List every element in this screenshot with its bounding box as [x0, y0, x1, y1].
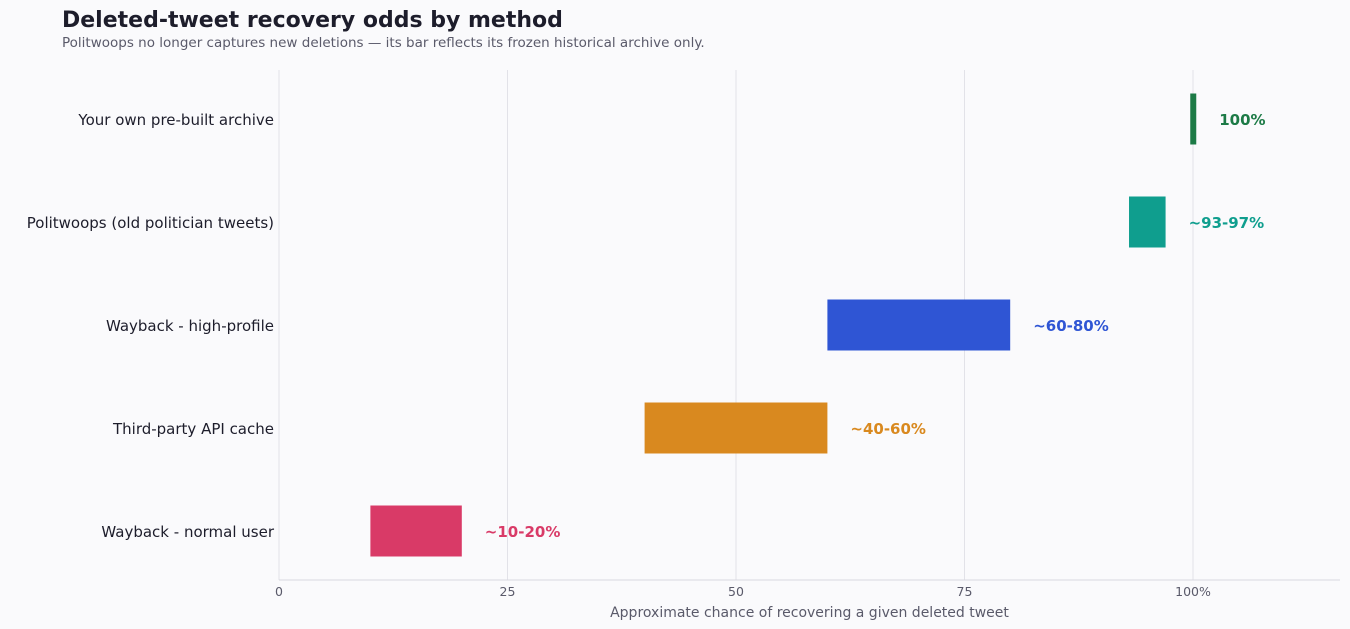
category-label-4: Third-party API cache [112, 420, 274, 438]
bar-3 [827, 299, 1011, 351]
category-label-5: Wayback - normal user [101, 523, 274, 541]
value-label-5: ~10-20% [485, 523, 561, 541]
bar-4 [644, 402, 828, 454]
category-label-1: Your own pre-built archive [77, 111, 274, 129]
category-label-3: Wayback - high-profile [106, 317, 274, 335]
x-tick-label-0: 0 [275, 584, 283, 599]
bar-5 [370, 505, 462, 557]
category-label-2: Politwoops (old politician tweets) [27, 214, 274, 232]
value-label-4: ~40-60% [850, 420, 926, 438]
x-tick-label-25: 25 [500, 584, 516, 599]
x-tick-label-75: 75 [957, 584, 973, 599]
value-label-2: ~93-97% [1189, 214, 1265, 232]
chart-title: Deleted-tweet recovery odds by method [62, 8, 563, 33]
bar-1 [1190, 93, 1197, 145]
x-tick-label-50: 50 [728, 584, 744, 599]
chart-subtitle: Politwoops no longer captures new deleti… [62, 35, 705, 51]
value-label-1: 100% [1219, 111, 1265, 129]
x-tick-label-100: 100% [1175, 584, 1211, 599]
x-axis-title: Approximate chance of recovering a given… [610, 605, 1009, 621]
value-label-3: ~60-80% [1033, 317, 1109, 335]
bar-2 [1129, 196, 1166, 248]
